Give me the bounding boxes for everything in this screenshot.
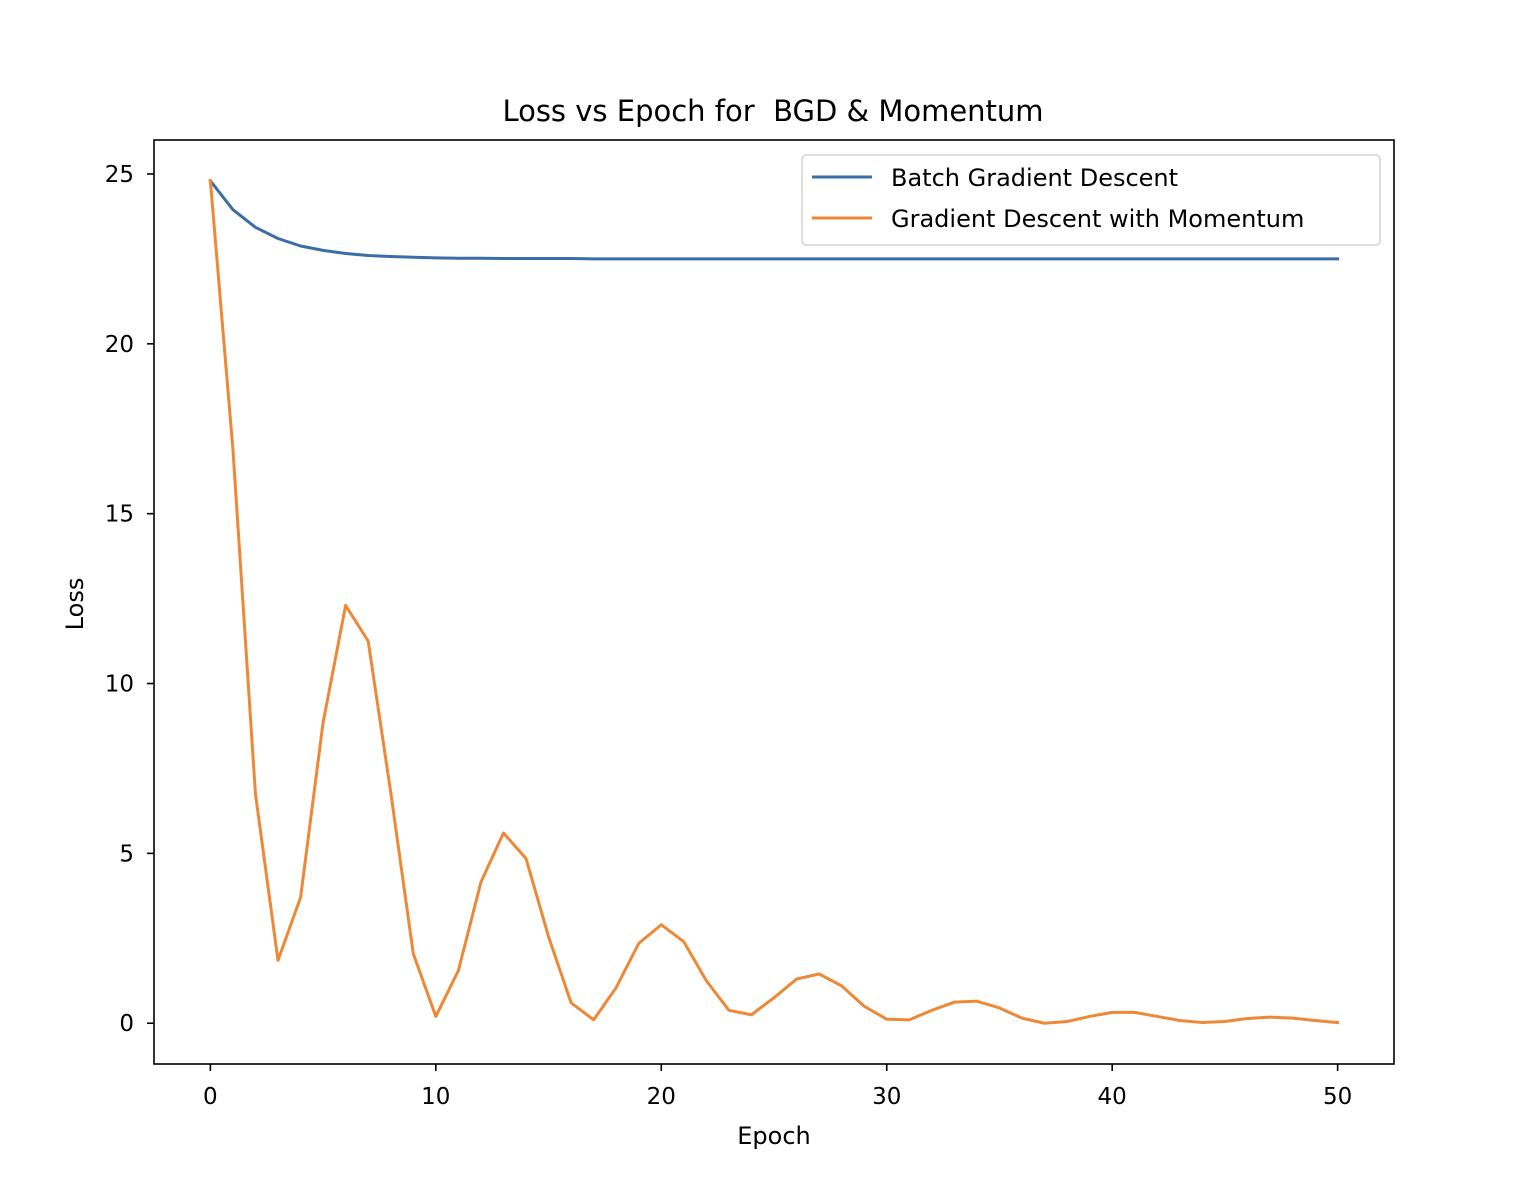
y-tick-label: 5 [119, 841, 134, 867]
legend-label-batch-gradient-descent: Batch Gradient Descent [891, 164, 1178, 192]
y-tick-label: 20 [105, 332, 134, 358]
x-tick-label: 20 [647, 1084, 676, 1110]
x-tick-label: 40 [1098, 1084, 1127, 1110]
legend-label-gradient-descent-with-momentum: Gradient Descent with Momentum [891, 205, 1304, 233]
legend-box [801, 154, 1381, 246]
series-line-1 [208, 179, 1340, 1025]
x-tick-label: 30 [872, 1084, 901, 1110]
plot-frame [153, 139, 1395, 1065]
y-axis-label: Loss [61, 578, 89, 631]
y-tick-label: 10 [105, 672, 134, 698]
x-tick-label: 10 [421, 1084, 450, 1110]
legend: Batch Gradient Descent Gradient Descent … [801, 154, 1381, 246]
chart-title: Loss vs Epoch for BGD & Momentum [502, 94, 1043, 128]
x-axis-label: Epoch [737, 1122, 811, 1150]
x-tick-label: 50 [1323, 1084, 1352, 1110]
x-axis: 0 10 20 30 40 50 [203, 1064, 1352, 1110]
y-tick-label: 0 [119, 1011, 134, 1037]
series-line-0 [208, 178, 1340, 261]
y-tick-label: 15 [105, 502, 134, 528]
y-axis: 0 5 10 15 20 25 [105, 162, 154, 1037]
series-layer [208, 178, 1340, 1025]
y-tick-label: 25 [105, 162, 134, 188]
x-tick-label: 0 [203, 1084, 218, 1110]
